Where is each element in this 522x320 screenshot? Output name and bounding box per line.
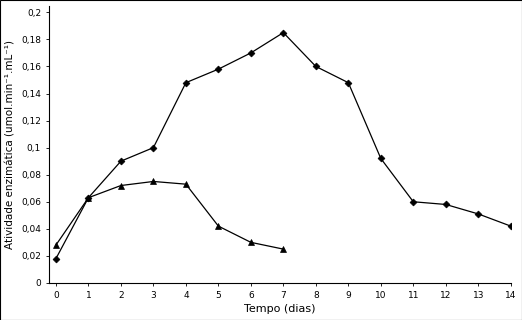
X-axis label: Tempo (dias): Tempo (dias) — [244, 304, 316, 315]
Y-axis label: Atividade enzimática (umol.min⁻¹.mL⁻¹): Atividade enzimática (umol.min⁻¹.mL⁻¹) — [6, 40, 16, 249]
